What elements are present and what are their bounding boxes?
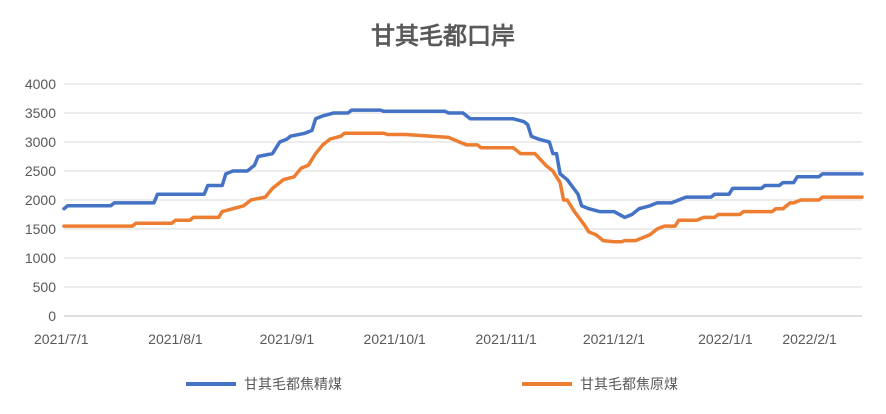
y-tick-label: 3500 <box>25 105 56 121</box>
x-tick-label: 2021/9/1 <box>260 331 315 347</box>
x-tick-label: 2021/12/1 <box>583 331 645 347</box>
y-tick-label: 3000 <box>25 134 56 150</box>
y-tick-label: 2500 <box>25 163 56 179</box>
y-tick-label: 2000 <box>25 192 56 208</box>
series-lines <box>62 108 864 244</box>
x-tick-label: 2021/10/1 <box>364 331 426 347</box>
x-tick-label: 2021/7/1 <box>34 331 89 347</box>
x-tick-label: 2021/8/1 <box>148 331 203 347</box>
x-axis-tick-labels: 2021/7/1 2021/8/1 2021/9/1 2021/10/1 2021/11… <box>34 331 837 347</box>
y-axis-tick-labels: 0 500 1000 1500 2000 2500 3000 3500 4000 <box>25 76 56 324</box>
x-tick-label: 2022/2/1 <box>782 331 837 347</box>
legend-label-1: 甘其毛都焦原煤 <box>580 377 678 393</box>
x-tick-label: 2022/1/1 <box>698 331 753 347</box>
y-tick-label: 1000 <box>25 250 56 266</box>
chart-title: 甘其毛都口岸 <box>371 22 515 50</box>
y-tick-label: 4000 <box>25 76 56 92</box>
legend: 甘其毛都焦精煤 甘其毛都焦原煤 <box>186 377 678 393</box>
series-line-0 <box>62 108 864 220</box>
y-tick-label: 500 <box>33 279 57 295</box>
y-tick-label: 1500 <box>25 221 56 237</box>
legend-label-0: 甘其毛都焦精煤 <box>244 377 342 393</box>
x-tick-label: 2021/11/1 <box>476 331 537 347</box>
gridlines <box>64 83 862 317</box>
y-tick-label: 0 <box>48 308 56 324</box>
series-line-1 <box>62 131 864 244</box>
